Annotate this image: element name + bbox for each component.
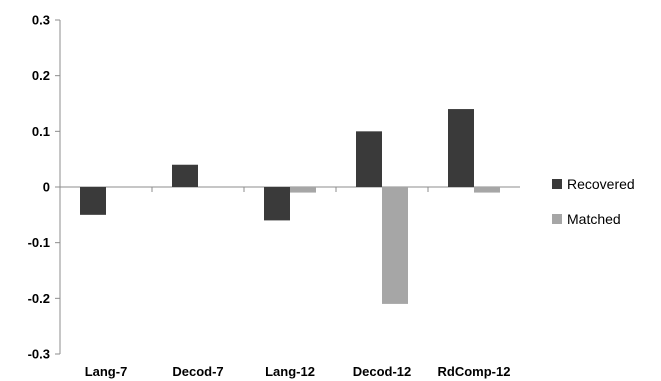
- bar-recovered-decod-12: [356, 131, 382, 187]
- y-tick-label: -0.3: [28, 347, 50, 362]
- bars: [80, 109, 500, 304]
- x-category-label: Decod-7: [172, 364, 223, 379]
- y-axis: 0.3 0.2 0.1 0 -0.1 -0.2 -0.3: [28, 13, 61, 362]
- x-axis: Lang-7 Decod-7 Lang-12 Decod-12 RdComp-12: [60, 186, 520, 379]
- y-tick-label: 0: [43, 180, 50, 195]
- y-tick-label: 0.2: [32, 68, 50, 83]
- legend: Recovered Matched: [552, 176, 635, 227]
- bar-matched-rdcomp-12: [474, 187, 500, 193]
- x-category-label: Decod-12: [353, 364, 412, 379]
- legend-swatch-recovered: [552, 179, 562, 189]
- legend-label-matched: Matched: [567, 211, 621, 227]
- x-category-label: Lang-7: [85, 364, 128, 379]
- y-tick-label: 0.3: [32, 13, 50, 28]
- legend-label-recovered: Recovered: [567, 176, 635, 192]
- x-category-label: Lang-12: [265, 364, 315, 379]
- bar-recovered-lang-12: [264, 187, 290, 221]
- y-tick-label: -0.2: [28, 291, 50, 306]
- legend-swatch-matched: [552, 214, 562, 224]
- x-category-label: RdComp-12: [438, 364, 511, 379]
- bar-recovered-lang-7: [80, 187, 106, 215]
- bar-matched-decod-12: [382, 187, 408, 304]
- bar-matched-lang-12: [290, 187, 316, 193]
- bar-recovered-rdcomp-12: [448, 109, 474, 187]
- y-tick-label: 0.1: [32, 124, 50, 139]
- y-tick-label: -0.1: [28, 235, 50, 250]
- bar-recovered-decod-7: [172, 164, 198, 187]
